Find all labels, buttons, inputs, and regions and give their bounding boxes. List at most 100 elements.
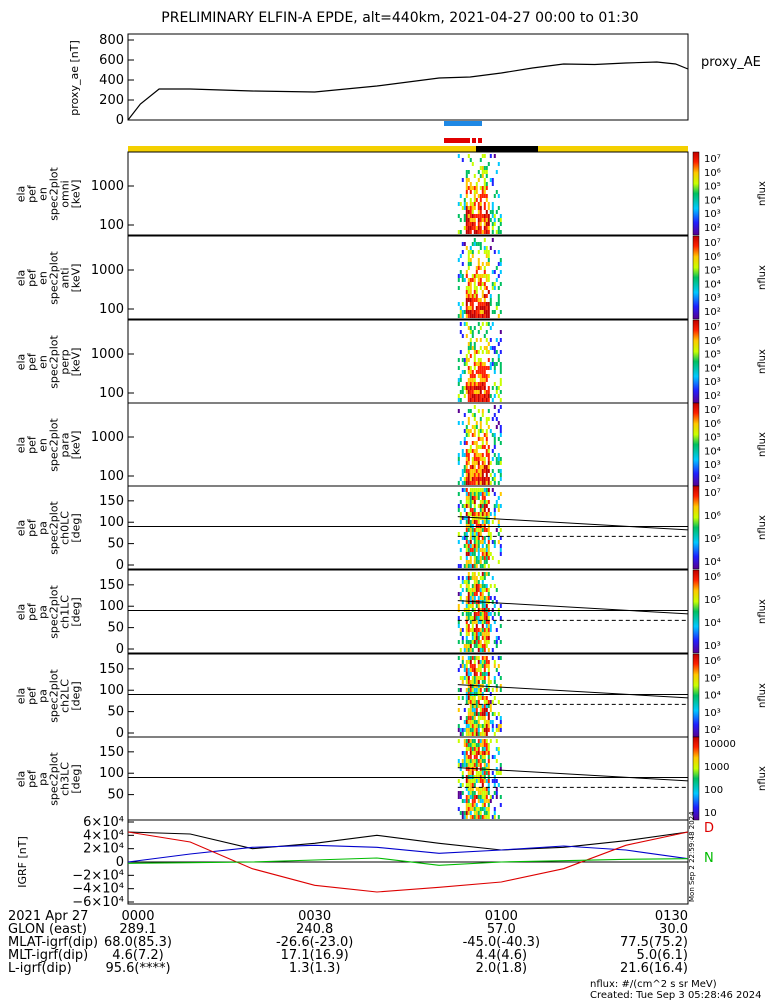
spectrogram-cell bbox=[495, 390, 498, 394]
spectrogram-cell bbox=[481, 676, 484, 680]
spectrogram-cell bbox=[481, 787, 484, 791]
colorbar bbox=[692, 485, 700, 570]
spectrogram-cell bbox=[471, 704, 474, 708]
spectrogram-cell bbox=[487, 548, 490, 552]
spectrogram-cell bbox=[469, 214, 472, 218]
spectrogram-cell bbox=[471, 528, 474, 532]
spectrogram-cell bbox=[487, 640, 490, 644]
spectrogram-cell bbox=[487, 374, 490, 378]
spectrogram-cell bbox=[459, 648, 462, 652]
spectrogram-cell bbox=[479, 592, 482, 596]
spectrogram-cell bbox=[479, 222, 482, 226]
spectrogram-cell bbox=[491, 222, 494, 226]
spectrogram-cell bbox=[461, 759, 464, 763]
spectrogram-cell bbox=[471, 330, 474, 334]
spectrogram-cell bbox=[491, 656, 494, 660]
spectrogram-cell bbox=[471, 536, 474, 540]
spectrogram-cell bbox=[459, 795, 462, 799]
spectrogram-cell bbox=[487, 500, 490, 504]
spectrogram-cell bbox=[499, 370, 502, 374]
spectrogram-cell bbox=[497, 274, 500, 278]
spectrogram-cell bbox=[485, 429, 488, 433]
spectrogram-cell bbox=[459, 767, 462, 771]
spectrogram-cell bbox=[473, 628, 476, 632]
tick-label: 100 bbox=[99, 515, 124, 530]
spectrogram-cell bbox=[481, 592, 484, 596]
spectrogram-cell bbox=[493, 370, 496, 374]
spectrogram-cell bbox=[477, 612, 480, 616]
spectrogram-cell bbox=[483, 274, 486, 278]
spectrogram-cell bbox=[485, 636, 488, 640]
spectrogram-cell bbox=[471, 477, 474, 481]
spectrogram-cell bbox=[475, 492, 478, 496]
spectrogram-cell bbox=[497, 286, 500, 290]
spectrogram-cell bbox=[481, 382, 484, 386]
tick-label: 150 bbox=[99, 494, 124, 509]
spectrogram-cell bbox=[477, 429, 480, 433]
spectrogram-cell bbox=[485, 656, 488, 660]
spectrogram-cell bbox=[473, 386, 476, 390]
spectrogram-cell bbox=[479, 724, 482, 728]
panel-ylabel: pef bbox=[26, 184, 39, 203]
spectrogram-cell bbox=[467, 588, 470, 592]
spectrogram-cell bbox=[493, 222, 496, 226]
spectrogram-cell bbox=[461, 516, 464, 520]
spectrogram-cell bbox=[485, 453, 488, 457]
spectrogram-cell bbox=[493, 350, 496, 354]
spectrogram-cell bbox=[477, 170, 480, 174]
spectrogram-cell bbox=[471, 398, 474, 402]
spectrogram-panel: 1001000elapefenspec2plotperp[keV]10⁷10⁶1… bbox=[15, 319, 768, 404]
spectrogram-cell bbox=[481, 660, 484, 664]
spectrogram-cell bbox=[475, 488, 478, 492]
spectrogram-cell bbox=[477, 620, 480, 624]
spectrogram-cell bbox=[469, 732, 472, 736]
colorbar-tick: 10³ bbox=[704, 708, 721, 719]
spectrogram-cell bbox=[467, 457, 470, 461]
spectrogram-cell bbox=[489, 210, 492, 214]
spectrogram-cell bbox=[485, 230, 488, 234]
spectrogram-cell bbox=[459, 500, 462, 504]
spectrogram-cell bbox=[493, 508, 496, 512]
spectrogram-cell bbox=[475, 584, 478, 588]
spectrogram-cell bbox=[495, 688, 498, 692]
spectrogram-cell bbox=[489, 795, 492, 799]
spectrogram-cell bbox=[483, 266, 486, 270]
spectrogram-cell bbox=[497, 771, 500, 775]
spectrogram-cell bbox=[475, 445, 478, 449]
spectrogram-cell bbox=[479, 676, 482, 680]
spectrogram-cell bbox=[477, 724, 480, 728]
spectrogram-cell bbox=[463, 386, 466, 390]
spectrogram-cell bbox=[495, 425, 498, 429]
spectrogram-cell bbox=[461, 660, 464, 664]
spectrogram-cell bbox=[475, 751, 478, 755]
spectrogram-cell bbox=[465, 672, 468, 676]
spectrogram-cell bbox=[469, 346, 472, 350]
spectrogram-cell bbox=[483, 370, 486, 374]
spectrogram-cell bbox=[473, 644, 476, 648]
spectrogram-cell bbox=[491, 728, 494, 732]
spectrogram-cell bbox=[457, 739, 460, 743]
spectrogram-cell bbox=[469, 528, 472, 532]
igrf-tick-label: −2×10⁴ bbox=[72, 868, 124, 883]
spectrogram-cell bbox=[477, 214, 480, 218]
spectrogram-cell bbox=[499, 382, 502, 386]
spectrogram-cell bbox=[457, 481, 460, 485]
spectrogram-cell bbox=[457, 763, 460, 767]
spectrogram-cell bbox=[469, 330, 472, 334]
colorbar-label: nflux bbox=[757, 683, 768, 708]
spectrogram-cell bbox=[475, 628, 478, 632]
spectrogram-cell bbox=[469, 656, 472, 660]
spectrogram-cell bbox=[487, 457, 490, 461]
spectrogram-cell bbox=[471, 461, 474, 465]
spectrogram-cell bbox=[475, 779, 478, 783]
spectrogram-cell bbox=[491, 433, 494, 437]
spectrogram-cell bbox=[485, 660, 488, 664]
spectrogram-cell bbox=[477, 811, 480, 815]
spectrogram-cell bbox=[471, 795, 474, 799]
spectrogram-cell bbox=[469, 791, 472, 795]
spectrogram-cell bbox=[475, 787, 478, 791]
spectrogram-cell bbox=[465, 536, 468, 540]
spectrogram-cell bbox=[483, 390, 486, 394]
spectrogram-cell bbox=[463, 394, 466, 398]
